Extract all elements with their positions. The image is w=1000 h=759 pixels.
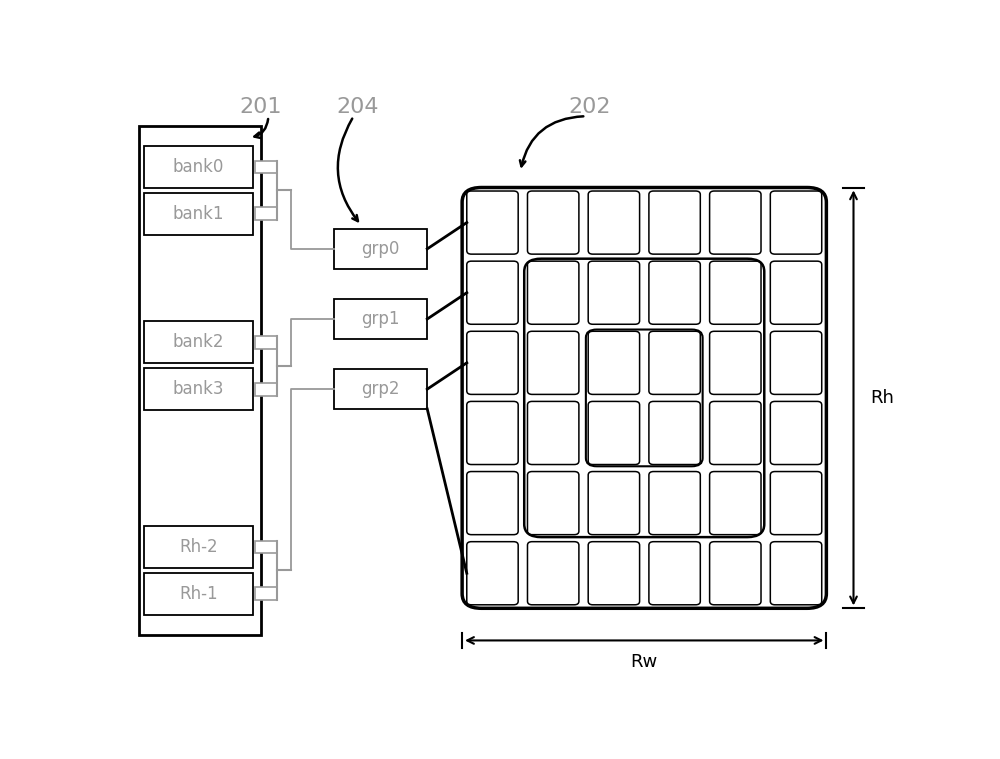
FancyBboxPatch shape [588, 191, 640, 254]
FancyBboxPatch shape [649, 402, 700, 465]
FancyBboxPatch shape [710, 402, 761, 465]
Bar [144, 526, 253, 568]
FancyBboxPatch shape [649, 331, 700, 395]
FancyBboxPatch shape [527, 471, 579, 534]
Text: 201: 201 [239, 97, 282, 118]
FancyBboxPatch shape [527, 542, 579, 605]
FancyBboxPatch shape [527, 261, 579, 324]
Bar [334, 370, 427, 409]
FancyBboxPatch shape [770, 261, 822, 324]
FancyBboxPatch shape [649, 191, 700, 254]
Text: grp0: grp0 [362, 240, 400, 258]
FancyBboxPatch shape [588, 331, 640, 395]
FancyBboxPatch shape [649, 471, 700, 534]
Bar [255, 587, 277, 600]
Bar [144, 146, 253, 188]
FancyBboxPatch shape [467, 471, 518, 534]
Bar [144, 193, 253, 235]
FancyBboxPatch shape [588, 402, 640, 465]
FancyBboxPatch shape [467, 191, 518, 254]
Text: bank3: bank3 [173, 380, 224, 398]
Text: Rh-2: Rh-2 [179, 538, 218, 556]
FancyBboxPatch shape [710, 542, 761, 605]
FancyBboxPatch shape [588, 261, 640, 324]
FancyBboxPatch shape [462, 187, 826, 608]
Text: bank1: bank1 [173, 205, 224, 223]
Bar [255, 336, 277, 349]
FancyBboxPatch shape [770, 331, 822, 395]
Text: bank0: bank0 [173, 158, 224, 176]
Text: 204: 204 [336, 97, 379, 118]
FancyBboxPatch shape [710, 331, 761, 395]
Bar [334, 229, 427, 269]
FancyBboxPatch shape [710, 471, 761, 534]
FancyBboxPatch shape [467, 542, 518, 605]
Bar [255, 161, 277, 174]
Text: grp1: grp1 [362, 310, 400, 328]
FancyBboxPatch shape [588, 471, 640, 534]
FancyBboxPatch shape [588, 542, 640, 605]
FancyBboxPatch shape [710, 191, 761, 254]
Bar [255, 207, 277, 220]
FancyBboxPatch shape [770, 542, 822, 605]
Text: bank2: bank2 [173, 333, 224, 351]
FancyBboxPatch shape [770, 471, 822, 534]
Text: grp2: grp2 [362, 380, 400, 398]
FancyBboxPatch shape [527, 191, 579, 254]
Bar [144, 321, 253, 364]
FancyBboxPatch shape [527, 402, 579, 465]
FancyBboxPatch shape [467, 331, 518, 395]
Bar [139, 126, 261, 635]
FancyBboxPatch shape [649, 261, 700, 324]
FancyBboxPatch shape [527, 331, 579, 395]
FancyBboxPatch shape [770, 402, 822, 465]
Text: Rw: Rw [631, 653, 658, 671]
FancyBboxPatch shape [467, 261, 518, 324]
Bar [255, 540, 277, 553]
Bar [255, 383, 277, 395]
FancyBboxPatch shape [710, 261, 761, 324]
FancyBboxPatch shape [770, 191, 822, 254]
Bar [334, 299, 427, 339]
Text: Rh-1: Rh-1 [179, 584, 218, 603]
Text: 202: 202 [569, 97, 611, 118]
Bar [144, 368, 253, 410]
Text: Rh: Rh [871, 389, 894, 407]
Bar [144, 572, 253, 615]
FancyBboxPatch shape [649, 542, 700, 605]
FancyBboxPatch shape [467, 402, 518, 465]
